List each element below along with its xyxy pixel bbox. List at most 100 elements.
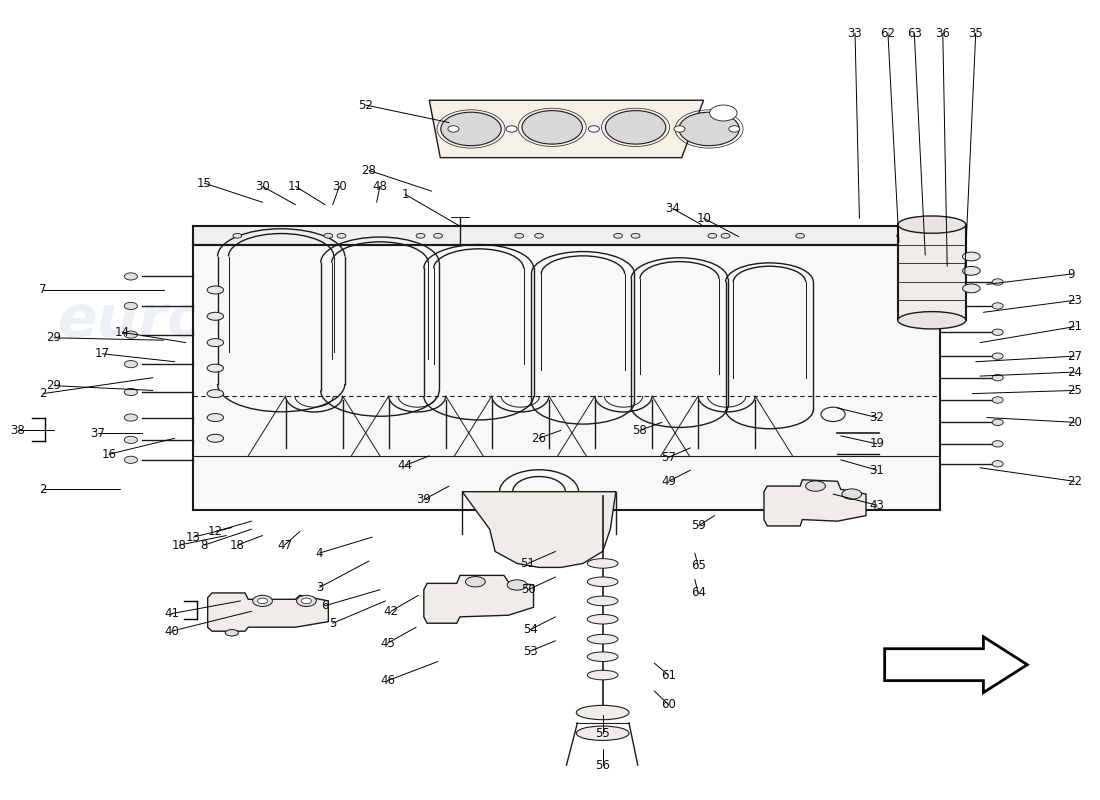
Ellipse shape [587, 652, 618, 662]
Text: 10: 10 [696, 212, 711, 225]
Text: 50: 50 [520, 583, 536, 596]
Ellipse shape [324, 234, 332, 238]
Ellipse shape [207, 390, 223, 398]
Ellipse shape [535, 234, 543, 238]
Ellipse shape [433, 234, 442, 238]
Ellipse shape [992, 397, 1003, 403]
Ellipse shape [522, 110, 582, 144]
Ellipse shape [207, 414, 223, 422]
Ellipse shape [588, 126, 600, 132]
Text: 19: 19 [869, 438, 884, 450]
Text: 6: 6 [321, 599, 329, 612]
Text: 61: 61 [661, 669, 676, 682]
Ellipse shape [896, 234, 905, 238]
Text: 14: 14 [114, 326, 130, 338]
Ellipse shape [233, 234, 242, 238]
Text: 35: 35 [968, 26, 983, 40]
Ellipse shape [992, 441, 1003, 447]
Text: 58: 58 [632, 424, 647, 437]
Text: 54: 54 [522, 623, 538, 636]
Ellipse shape [898, 216, 966, 234]
Ellipse shape [679, 112, 739, 146]
Ellipse shape [795, 234, 804, 238]
Ellipse shape [507, 580, 527, 590]
Ellipse shape [674, 126, 685, 132]
Ellipse shape [962, 284, 980, 293]
Ellipse shape [992, 419, 1003, 426]
Text: 26: 26 [531, 432, 547, 445]
Ellipse shape [124, 456, 138, 463]
Polygon shape [424, 575, 534, 623]
Text: 22: 22 [1067, 475, 1082, 488]
Text: 18: 18 [230, 538, 244, 551]
Text: 43: 43 [869, 498, 884, 512]
Ellipse shape [992, 279, 1003, 285]
Polygon shape [764, 480, 866, 526]
Text: 2: 2 [40, 482, 47, 496]
Text: 3: 3 [316, 581, 323, 594]
Text: 64: 64 [691, 586, 705, 599]
Ellipse shape [226, 630, 239, 636]
Text: 16: 16 [101, 448, 117, 461]
Ellipse shape [301, 598, 311, 604]
Text: 44: 44 [398, 459, 412, 472]
Text: 20: 20 [1067, 416, 1082, 429]
Text: 55: 55 [595, 726, 610, 740]
Ellipse shape [257, 598, 267, 604]
Text: 8: 8 [200, 538, 208, 551]
Ellipse shape [722, 234, 730, 238]
Ellipse shape [587, 596, 618, 606]
Text: 25: 25 [1067, 384, 1082, 397]
Ellipse shape [729, 126, 740, 132]
Text: 31: 31 [869, 464, 884, 477]
Text: 56: 56 [595, 758, 610, 772]
Ellipse shape [962, 252, 980, 261]
Text: 41: 41 [164, 607, 179, 620]
Ellipse shape [587, 634, 618, 644]
Text: 9: 9 [1067, 267, 1075, 281]
Ellipse shape [297, 595, 317, 606]
Text: 32: 32 [869, 411, 884, 424]
Ellipse shape [207, 286, 223, 294]
Ellipse shape [207, 364, 223, 372]
Text: 24: 24 [1067, 366, 1082, 378]
Ellipse shape [631, 234, 640, 238]
Polygon shape [429, 100, 704, 158]
Text: 2: 2 [40, 387, 47, 400]
Ellipse shape [898, 312, 966, 329]
Ellipse shape [337, 234, 345, 238]
Polygon shape [194, 245, 939, 510]
Ellipse shape [710, 105, 737, 121]
Text: 38: 38 [11, 424, 25, 437]
Text: 28: 28 [362, 164, 376, 177]
Text: 29: 29 [46, 331, 62, 344]
Text: 11: 11 [288, 180, 302, 193]
Text: 40: 40 [164, 625, 179, 638]
Text: 51: 51 [520, 557, 536, 570]
Text: 17: 17 [95, 347, 110, 360]
Text: 1: 1 [402, 188, 409, 201]
Ellipse shape [805, 481, 825, 491]
Ellipse shape [614, 234, 623, 238]
Text: 42: 42 [384, 605, 398, 618]
Text: 23: 23 [1067, 294, 1082, 307]
Ellipse shape [992, 353, 1003, 359]
Ellipse shape [124, 389, 138, 396]
Ellipse shape [515, 234, 524, 238]
Ellipse shape [992, 302, 1003, 309]
Text: 18: 18 [172, 538, 187, 551]
Text: 34: 34 [666, 202, 680, 215]
Ellipse shape [441, 112, 502, 146]
Ellipse shape [207, 312, 223, 320]
Polygon shape [462, 492, 616, 567]
Text: 37: 37 [90, 427, 106, 440]
Polygon shape [208, 593, 329, 631]
Text: 52: 52 [359, 98, 373, 111]
Text: 49: 49 [661, 475, 676, 488]
Ellipse shape [124, 331, 138, 338]
Text: 4: 4 [316, 546, 323, 559]
Text: 53: 53 [522, 645, 538, 658]
Ellipse shape [124, 361, 138, 368]
Ellipse shape [587, 558, 618, 568]
Ellipse shape [124, 414, 138, 421]
